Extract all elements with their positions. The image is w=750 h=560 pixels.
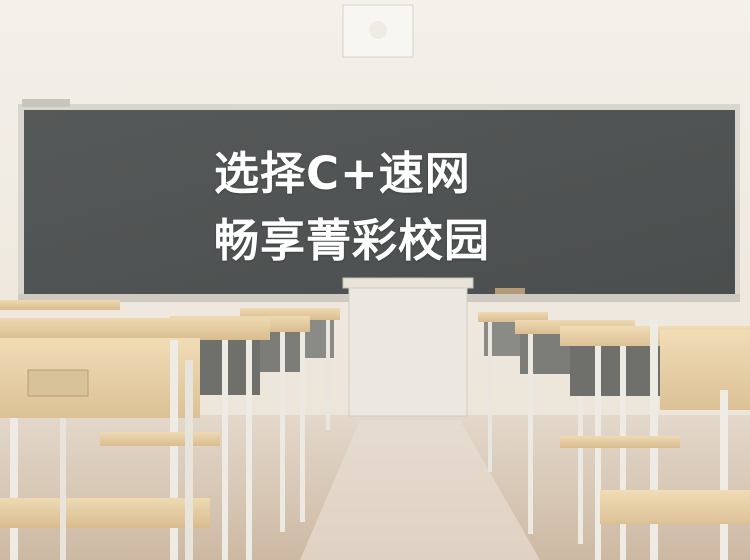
left-desks [0,300,340,560]
blackboard [24,110,735,294]
desk-label [27,369,89,397]
lectern [342,277,474,289]
headline-overlay: 选择C+速网 畅享菁彩校园 [214,140,490,274]
right-desks [478,312,750,560]
headline-line2: 畅享菁彩校园 [214,214,491,267]
headline-line1: 选择C+速网 [214,147,471,200]
